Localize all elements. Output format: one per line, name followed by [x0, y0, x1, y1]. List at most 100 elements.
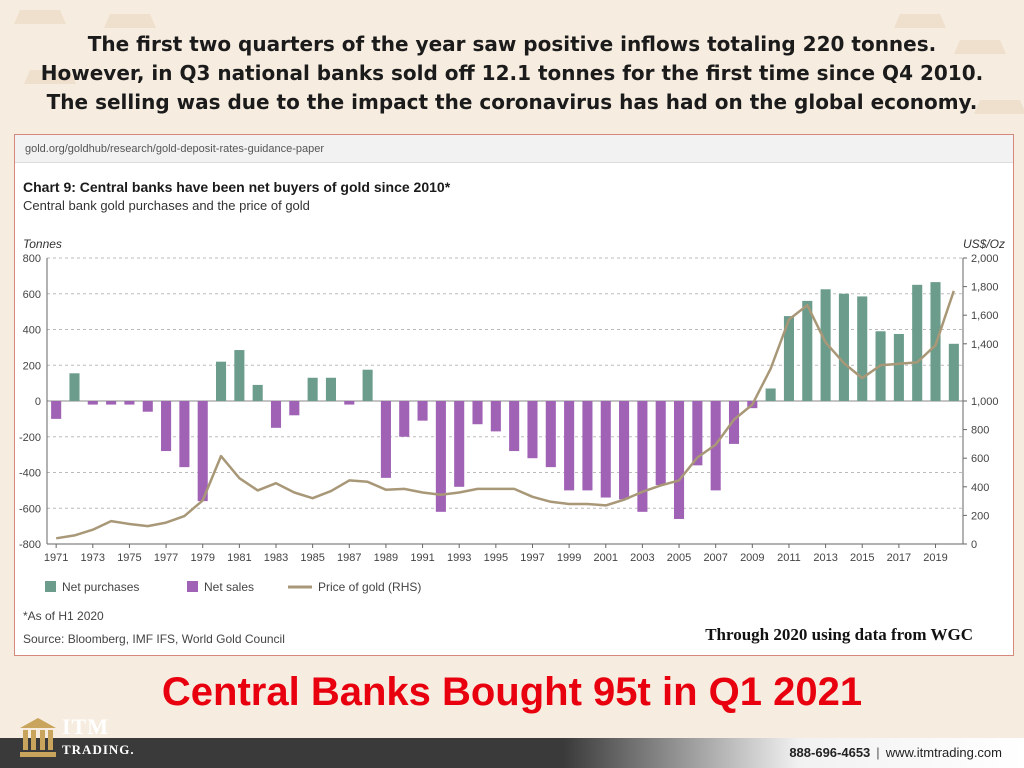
headline: The first two quarters of the year saw p…	[0, 30, 1024, 117]
bar-net-sale	[674, 401, 685, 519]
bar-net-sale	[87, 401, 98, 405]
y-tick-label: 0	[35, 396, 41, 408]
legend-swatch	[187, 581, 198, 592]
bar-net-purchase	[857, 296, 868, 401]
headline-line-3: The selling was due to the impact the co…	[46, 90, 978, 114]
legend-label: Price of gold (RHS)	[318, 580, 421, 594]
bar-net-purchase	[893, 333, 904, 401]
bar-net-purchase	[765, 388, 776, 401]
legend-swatch	[45, 581, 56, 592]
y2-tick-label: 800	[971, 425, 989, 437]
bar-net-sale	[600, 401, 611, 498]
bar-net-purchase	[802, 300, 813, 401]
y-tick-label: 200	[23, 360, 41, 372]
y-tick-label: -600	[19, 503, 41, 515]
bar-net-sale	[472, 401, 483, 425]
logo-main-text: ITM	[62, 714, 109, 739]
bar-net-sale	[728, 401, 740, 444]
source-note: Source: Bloomberg, IMF IFS, World Gold C…	[23, 632, 285, 646]
bar-net-sale	[289, 401, 300, 416]
bar-net-sale	[509, 401, 520, 452]
bar-net-sale	[124, 401, 135, 405]
x-tick-label: 2003	[630, 552, 654, 564]
x-tick-label: 1989	[374, 552, 398, 564]
x-tick-label: 1979	[190, 552, 214, 564]
bar-net-purchase	[307, 377, 318, 401]
headline-line-1: The first two quarters of the year saw p…	[87, 32, 937, 56]
y2-tick-label: 0	[971, 539, 977, 551]
x-tick-label: 2001	[594, 552, 618, 564]
bar-net-sale	[527, 401, 538, 459]
y-axis-title: Tonnes	[23, 237, 62, 251]
bar-net-sale	[545, 401, 556, 468]
x-tick-label: 1981	[227, 552, 251, 564]
bar-net-sale	[417, 401, 428, 421]
contact-separator: |	[876, 745, 880, 760]
bar-net-sale	[435, 401, 446, 512]
y-tick-label: 800	[23, 253, 41, 265]
bar-net-purchase	[362, 369, 373, 401]
x-tick-label: 1991	[410, 552, 434, 564]
x-tick-label: 2011	[777, 552, 801, 564]
bar-net-purchase	[69, 373, 80, 401]
y-tick-label: -800	[19, 539, 41, 551]
banner-headline: Central Banks Bought 95t in Q1 2021	[161, 670, 863, 714]
x-tick-label: 1983	[264, 552, 288, 564]
y2-tick-label: 200	[971, 510, 989, 522]
chart-subtitle: Central bank gold purchases and the pric…	[23, 198, 310, 213]
y-tick-label: -200	[19, 432, 41, 444]
bar-net-sale	[692, 401, 703, 466]
x-tick-label: 2007	[703, 552, 727, 564]
legend-label: Net purchases	[62, 580, 139, 594]
x-tick-label: 2019	[923, 552, 947, 564]
x-tick-label: 2015	[850, 552, 874, 564]
website-link[interactable]: www.itmtrading.com	[885, 745, 1002, 760]
bar-net-sale	[655, 401, 666, 486]
footer-bar	[0, 738, 1024, 768]
bar-net-sale	[179, 401, 190, 468]
logo-icon	[20, 718, 56, 757]
x-tick-label: 1985	[300, 552, 324, 564]
x-tick-label: 1975	[117, 552, 141, 564]
chart-panel: gold.org/goldhub/research/gold-deposit-r…	[14, 134, 1014, 656]
bar-net-purchase	[838, 293, 849, 401]
y2-tick-label: 1,600	[971, 310, 999, 322]
bar-net-sale	[619, 401, 630, 500]
contact-info: 888-696-4653 | www.itmtrading.com	[789, 745, 1002, 760]
x-tick-label: 2005	[667, 552, 691, 564]
y-tick-label: 400	[23, 325, 41, 337]
bar-net-sale	[582, 401, 593, 491]
x-tick-label: 1977	[154, 552, 178, 564]
bar-net-sale	[564, 401, 575, 491]
bar-net-purchase	[912, 284, 923, 401]
bar-net-purchase	[325, 377, 336, 401]
bar-net-purchase	[783, 316, 794, 401]
wgc-note: Through 2020 using data from WGC	[705, 625, 973, 644]
x-tick-label: 1999	[557, 552, 581, 564]
x-tick-label: 2013	[813, 552, 837, 564]
bar-net-sale	[637, 401, 648, 512]
legend-label: Net sales	[204, 580, 254, 594]
phone-number[interactable]: 888-696-4653	[789, 745, 871, 760]
bar-net-purchase	[234, 350, 245, 401]
bar-net-sale	[270, 401, 282, 428]
y-tick-label: -400	[19, 468, 41, 480]
y2-tick-label: 1,800	[971, 282, 999, 294]
url-bar: gold.org/goldhub/research/gold-deposit-r…	[15, 135, 1013, 163]
logo-sub-text: TRADING.	[62, 742, 135, 757]
footnote: *As of H1 2020	[23, 609, 104, 623]
bar-net-purchase	[216, 361, 227, 401]
gold-price-line	[56, 290, 955, 540]
x-tick-label: 2009	[740, 552, 764, 564]
bar-net-sale	[399, 401, 410, 437]
bar-net-sale	[490, 401, 501, 432]
bar-net-sale	[106, 401, 117, 405]
bar-net-purchase	[252, 384, 263, 401]
bar-net-purchase	[820, 289, 831, 401]
x-tick-label: 1987	[337, 552, 361, 564]
chart: 800 600 400 200 0 -200 -400 -600 -800 2,000 1,800 1…	[19, 237, 1005, 594]
bar-net-sale	[197, 401, 208, 502]
bar-net-sale	[344, 401, 355, 405]
y2-tick-label: 1,400	[971, 339, 999, 351]
x-tick-label: 1993	[447, 552, 471, 564]
